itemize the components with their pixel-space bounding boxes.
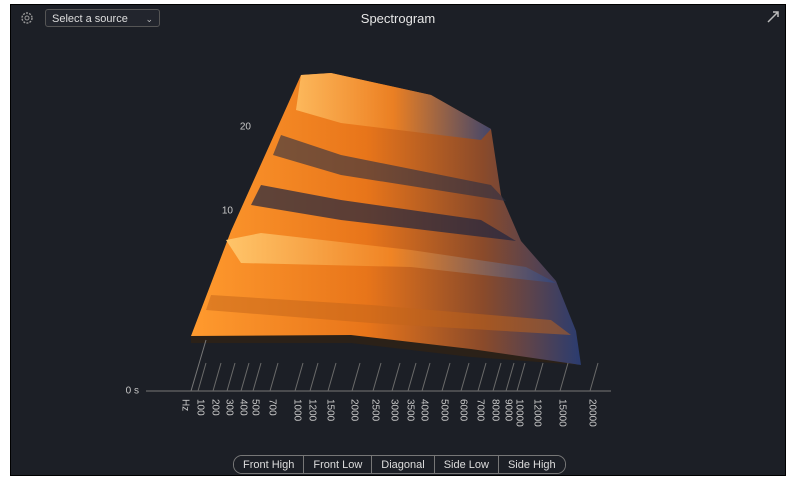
frequency-label: 700 — [266, 399, 277, 416]
title: Spectrogram — [11, 11, 785, 26]
frequency-label: 7000 — [474, 399, 485, 422]
frequency-label: 15000 — [556, 399, 567, 427]
frequency-tick — [442, 363, 450, 391]
frequency-label: 9000 — [502, 399, 513, 422]
frequency-tick — [461, 363, 469, 391]
frequency-tick — [535, 363, 543, 391]
frequency-label: 1200 — [306, 399, 317, 422]
frequency-tick — [517, 363, 525, 391]
view-button[interactable]: Front Low — [303, 456, 371, 473]
frequency-tick — [478, 363, 486, 391]
frequency-label: Hz — [179, 399, 190, 411]
frequency-label: 200 — [209, 399, 220, 416]
frequency-tick — [241, 363, 249, 391]
frequency-label: 5000 — [438, 399, 449, 422]
frequency-tick — [493, 363, 501, 391]
expand-icon[interactable] — [767, 11, 779, 23]
frequency-tick — [560, 363, 568, 391]
time-label: 0 s — [126, 386, 139, 397]
frequency-tick — [408, 363, 416, 391]
frequency-label: 8000 — [489, 399, 500, 422]
frequency-label: 2500 — [369, 399, 380, 422]
frequency-label: 12000 — [531, 399, 542, 427]
frequency-label: 300 — [223, 399, 234, 416]
frequency-tick — [253, 363, 261, 391]
frequency-tick — [352, 363, 360, 391]
frequency-tick — [373, 363, 381, 391]
frequency-tick — [213, 363, 221, 391]
frequency-tick — [422, 363, 430, 391]
frequency-tick — [310, 363, 318, 391]
frequency-tick — [227, 363, 235, 391]
time-axis — [191, 340, 206, 391]
frequency-label: 1500 — [324, 399, 335, 422]
frequency-tick — [590, 363, 598, 391]
view-button[interactable]: Side Low — [434, 456, 498, 473]
view-button[interactable]: Front High — [234, 456, 303, 473]
frequency-tick — [198, 363, 206, 391]
frequency-label: 2000 — [348, 399, 359, 422]
frequency-label: 4000 — [418, 399, 429, 422]
frequency-label: 3000 — [388, 399, 399, 422]
time-label: 10 — [222, 206, 234, 217]
frequency-tick — [506, 363, 514, 391]
frequency-tick — [392, 363, 400, 391]
time-label: 20 — [240, 122, 252, 133]
frequency-label: 400 — [237, 399, 248, 416]
frequency-label: 500 — [249, 399, 260, 416]
frequency-label: 100 — [194, 399, 205, 416]
view-button[interactable]: Side High — [498, 456, 565, 473]
frequency-tick — [328, 363, 336, 391]
frequency-label: 10000 — [513, 399, 524, 427]
frequency-label: 1000 — [291, 399, 302, 422]
surface — [191, 73, 581, 365]
view-button[interactable]: Diagonal — [371, 456, 433, 473]
frequency-label: 3500 — [404, 399, 415, 422]
frequency-label: 6000 — [457, 399, 468, 422]
page: Hz 100 200300400500 700 1000 1200 1500 2000 2500… — [0, 0, 796, 483]
frequency-tick — [295, 363, 303, 391]
frequency-label: 20000 — [586, 399, 597, 427]
frequency-tick — [270, 363, 278, 391]
